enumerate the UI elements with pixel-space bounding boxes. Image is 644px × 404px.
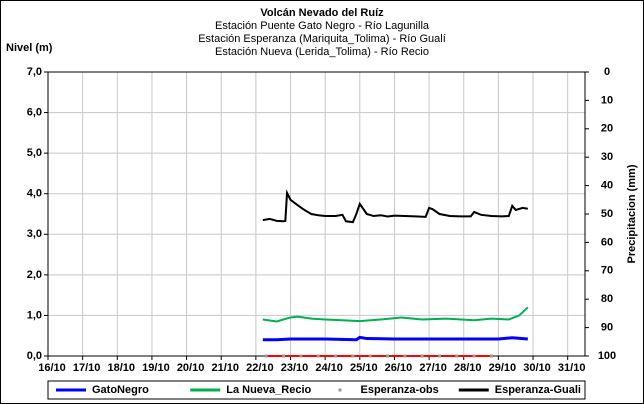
y2-tick-label: 30 [601,151,613,163]
data-point [437,354,441,358]
series-line [262,306,529,323]
data-point [368,354,372,358]
data-point [282,354,286,358]
y2-tick-label: 90 [601,322,613,334]
y-tick-label: 6,0 [27,106,42,118]
y2-tick-label: 70 [601,265,613,277]
x-tick-label: 19/10 [142,362,170,374]
y-tick-label: 4,0 [27,188,42,200]
y2-tick-label: 80 [601,293,613,305]
x-tick-label: 23/10 [281,362,309,374]
x-tick-label: 17/10 [73,362,101,374]
data-point [420,354,424,358]
y-axis-label: Nivel (m) [6,42,53,54]
x-tick-label: 26/10 [385,362,413,374]
y-tick-label: 0,0 [27,350,42,362]
x-tick-label: 25/10 [350,362,378,374]
y-tick-label: 2,0 [27,269,42,281]
x-tick-label: 16/10 [38,362,66,374]
x-tick-label: 27/10 [419,362,447,374]
legend-label: Esperanza-obs [361,384,439,396]
data-point [455,354,459,358]
x-tick-label: 31/10 [558,362,586,374]
series-line [262,189,528,224]
legend-box [47,380,586,400]
x-tick-label: 22/10 [246,362,274,374]
data-point [299,354,303,358]
x-tick-label: 28/10 [454,362,482,374]
data-point [334,354,338,358]
y2-tick-label: 20 [601,123,613,135]
series-line [262,335,528,342]
x-tick-label: 24/10 [315,362,343,374]
y-tick-label: 5,0 [27,147,42,159]
subtitle: Estación Nueva (Lerida_Tolima) - Río Rec… [215,46,429,58]
data-point [489,354,493,358]
x-tick-label: 20/10 [177,362,205,374]
legend-label: GatoNegro [92,384,149,396]
y-tick-label: 1,0 [27,309,42,321]
x-tick-label: 29/10 [489,362,517,374]
chart-title: Volcán Nevado del Ruíz [260,7,384,19]
y2-axis-label: Precipitacion (mm) [626,164,638,263]
data-point [403,354,407,358]
y2-tick-label: 60 [601,236,613,248]
y2-tick-label: 100 [598,350,616,362]
x-tick-label: 21/10 [211,362,239,374]
data-point [316,354,320,358]
data-point [386,354,390,358]
y2-tick-label: 0 [604,66,610,78]
x-tick-label: 30/10 [523,362,551,374]
data-point [472,354,476,358]
y-tick-label: 3,0 [27,228,42,240]
subtitle: Estación Puente Gato Negro - Río Lagunil… [215,20,430,32]
x-tick-label: 18/10 [108,362,136,374]
legend-label: Esperanza-Guali [495,384,581,396]
data-point [264,354,268,358]
y2-tick-label: 40 [601,180,613,192]
legend-label: La Nueva_Recio [226,384,311,396]
data-point [351,354,355,358]
y2-tick-label: 50 [601,208,613,220]
legend-marker [338,388,342,392]
subtitle: Estación Esperanza (Mariquita_Tolima) - … [198,33,446,45]
y2-tick-label: 10 [601,94,613,106]
y-tick-label: 7,0 [27,66,42,78]
